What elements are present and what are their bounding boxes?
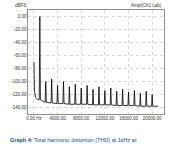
svg-text:Ampl(Ch1 Lab): Ampl(Ch1 Lab) bbox=[131, 3, 162, 8]
svg-text:0.00: 0.00 bbox=[18, 14, 27, 19]
svg-text:-40.00: -40.00 bbox=[14, 40, 27, 45]
svg-text:4000.00: 4000.00 bbox=[49, 116, 66, 121]
svg-text:-80.00: -80.00 bbox=[14, 66, 27, 71]
svg-text:Graph 4: Total harmonic distor: Graph 4: Total harmonic distortion (THD)… bbox=[10, 137, 137, 143]
svg-text:dBFS: dBFS bbox=[15, 3, 26, 8]
svg-text:16000.00: 16000.00 bbox=[119, 116, 138, 121]
svg-text:-140.00: -140.00 bbox=[11, 105, 27, 110]
svg-text:12000.00: 12000.00 bbox=[95, 116, 114, 121]
svg-text:-20.00: -20.00 bbox=[14, 27, 27, 32]
svg-text:0.00 Hz: 0.00 Hz bbox=[26, 116, 42, 121]
svg-text:-100.00: -100.00 bbox=[11, 79, 27, 84]
svg-text:-60.00: -60.00 bbox=[14, 53, 27, 58]
svg-text:-120.00: -120.00 bbox=[11, 92, 27, 97]
svg-text:20000.00: 20000.00 bbox=[143, 116, 162, 121]
svg-text:8000.00: 8000.00 bbox=[73, 116, 90, 121]
